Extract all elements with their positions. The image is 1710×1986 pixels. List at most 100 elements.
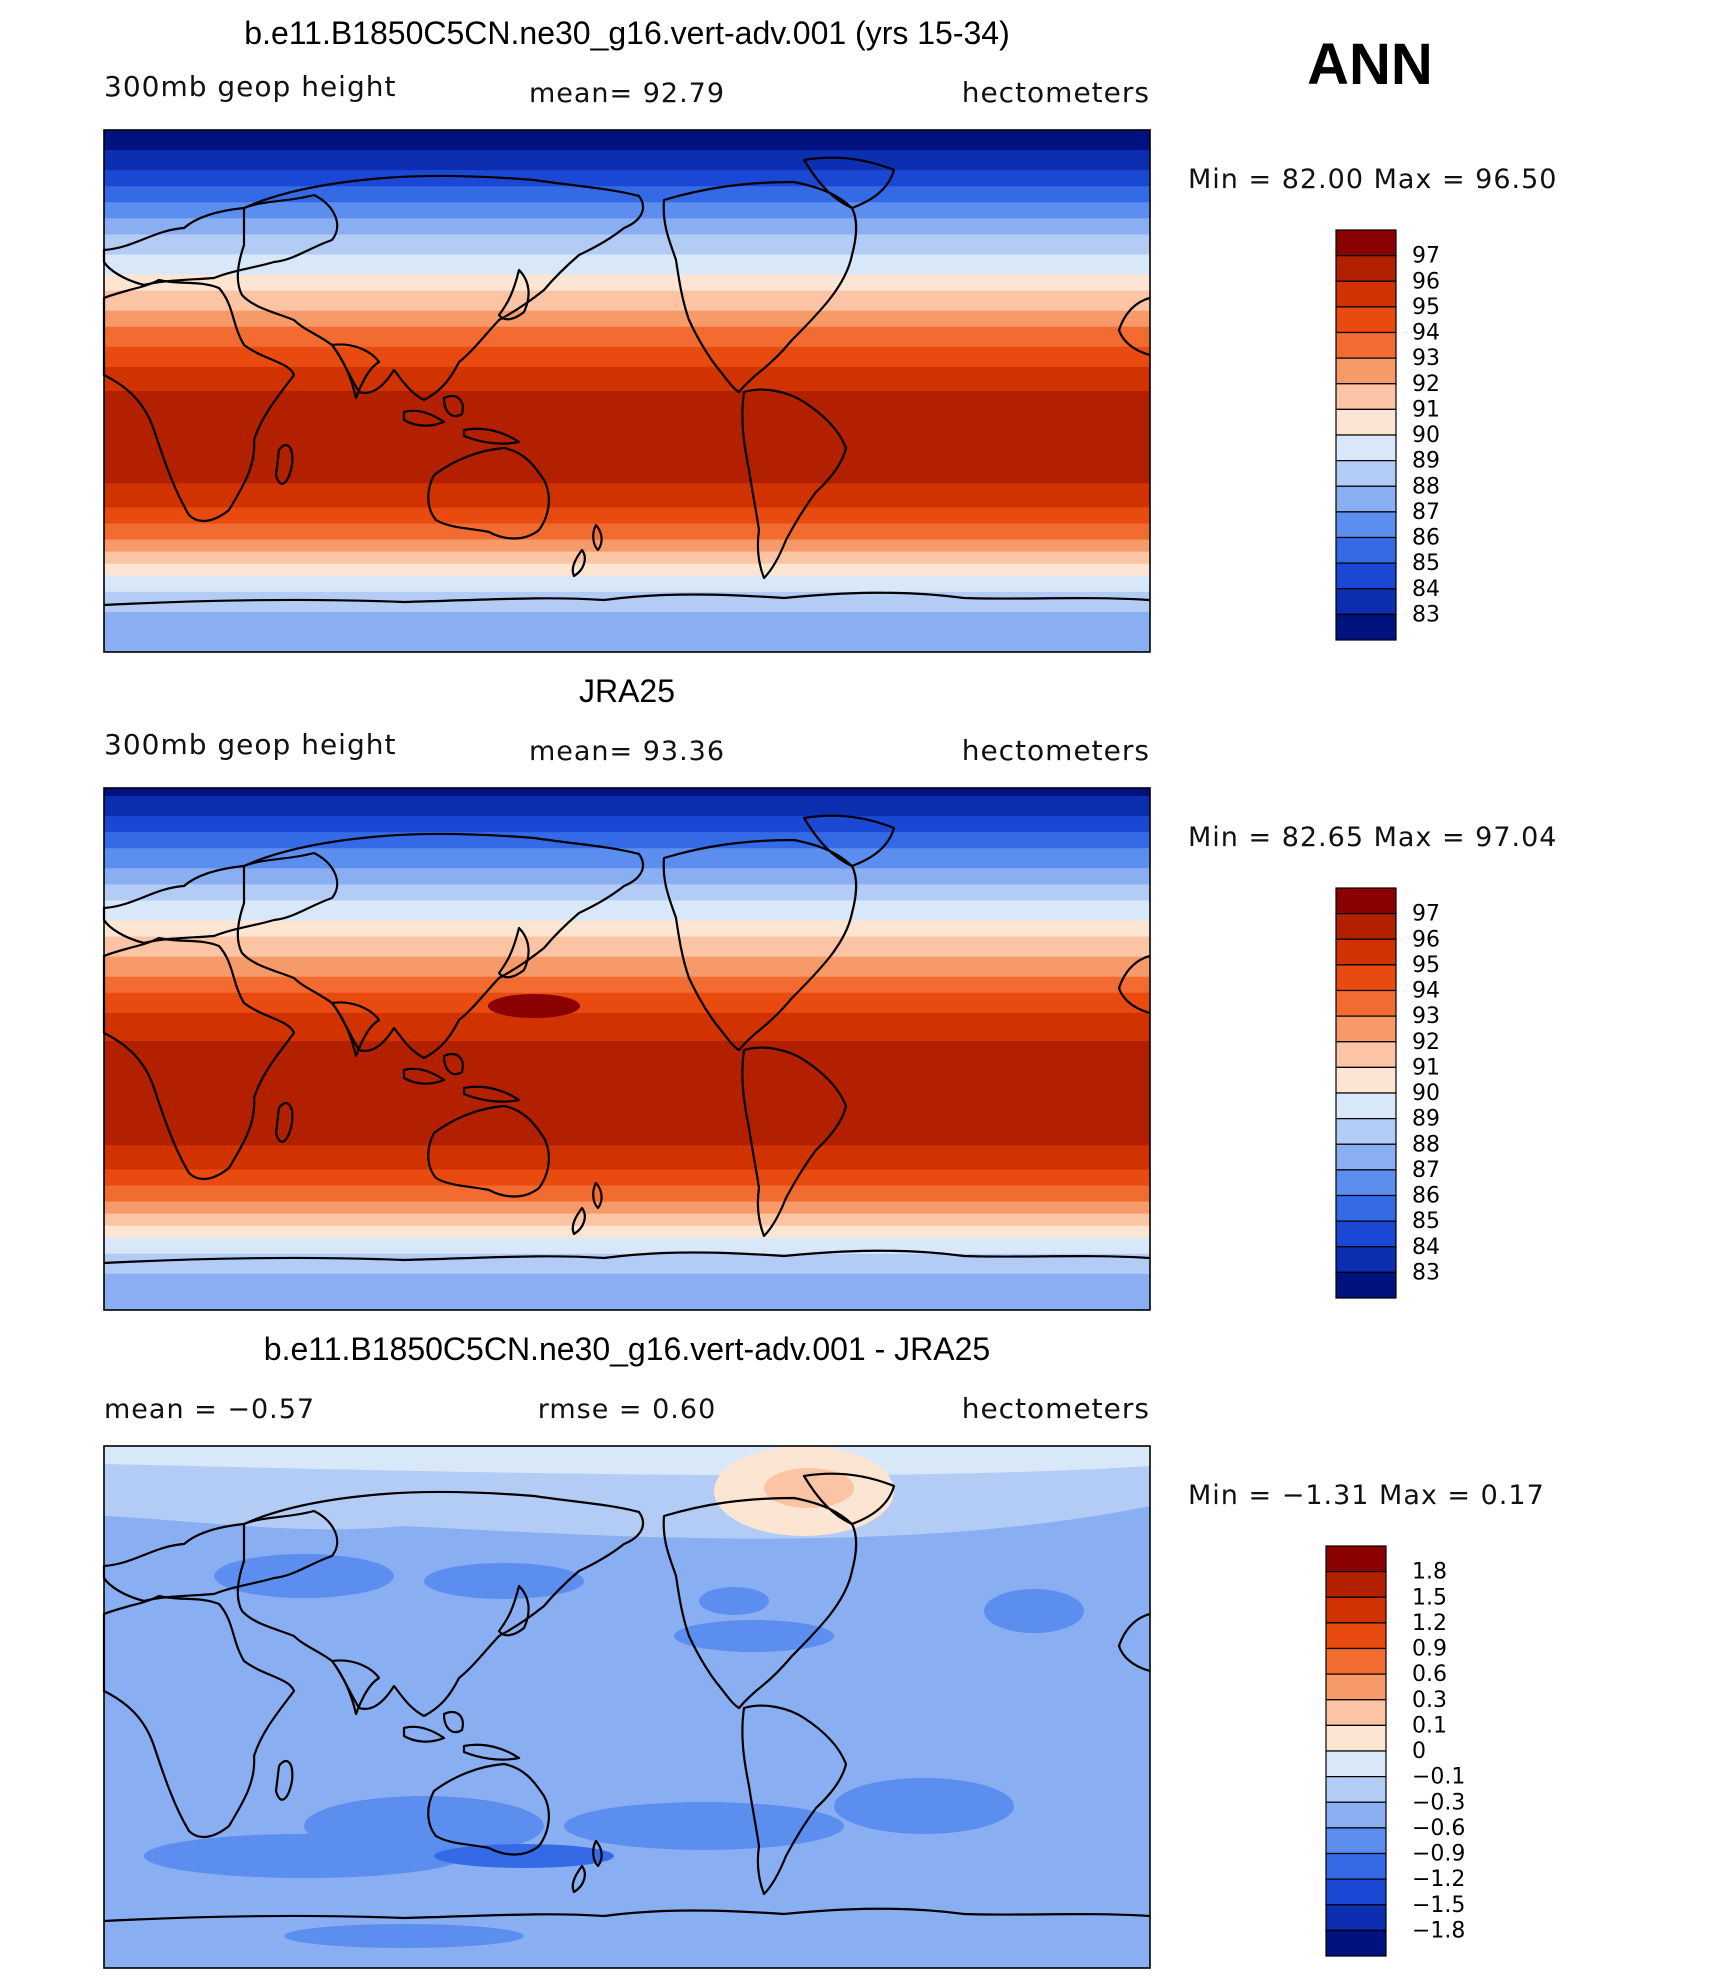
field-band bbox=[104, 627, 1150, 633]
field-band bbox=[104, 423, 1150, 428]
colorbar-tick-label: 0 bbox=[1412, 1739, 1426, 1764]
colorbar-tick-label: 95 bbox=[1412, 295, 1440, 320]
field-band bbox=[104, 1032, 1150, 1038]
colorbar-tick-label: 90 bbox=[1412, 423, 1440, 448]
field-band bbox=[104, 471, 1150, 476]
colorbar-swatch bbox=[1325, 1622, 1387, 1650]
colorbar-swatch bbox=[1335, 536, 1397, 564]
field-band bbox=[104, 455, 1150, 460]
field-band bbox=[104, 1185, 1150, 1191]
field-band bbox=[104, 1265, 1150, 1271]
field-band bbox=[104, 1145, 1150, 1150]
colorbar-swatch bbox=[1335, 938, 1397, 966]
field-band bbox=[104, 547, 1150, 553]
field-band bbox=[104, 587, 1150, 593]
colorbar-tick-label: 92 bbox=[1412, 372, 1440, 397]
field-band bbox=[104, 427, 1150, 432]
variable-label: 300mb geop height bbox=[104, 70, 396, 103]
field-band bbox=[104, 342, 1150, 348]
field-band bbox=[104, 346, 1150, 352]
field-band bbox=[104, 138, 1150, 143]
colorbar-tick-label: 94 bbox=[1412, 321, 1440, 346]
colorbar-swatch bbox=[1325, 1878, 1387, 1906]
field-band bbox=[104, 900, 1150, 906]
minmax-label: Min = 82.00 Max = 96.50 bbox=[1188, 164, 1557, 195]
field-band bbox=[104, 988, 1150, 994]
colorbar-swatch bbox=[1335, 383, 1397, 410]
field-band bbox=[104, 535, 1150, 541]
field-band bbox=[104, 1229, 1150, 1235]
field-band bbox=[104, 435, 1150, 440]
field-band bbox=[104, 1057, 1150, 1062]
colorbar-tick-label: 85 bbox=[1412, 551, 1440, 576]
colorbar-tick-label: 91 bbox=[1412, 1055, 1440, 1080]
field-band bbox=[104, 250, 1150, 256]
units-label: hectometers bbox=[962, 734, 1150, 767]
field-band bbox=[104, 1225, 1150, 1231]
field-band bbox=[104, 832, 1150, 837]
field-band bbox=[104, 583, 1150, 589]
field-band bbox=[104, 254, 1150, 260]
field-band bbox=[104, 603, 1150, 609]
field-band bbox=[104, 631, 1150, 637]
field-band bbox=[104, 567, 1150, 573]
field-band bbox=[104, 519, 1150, 525]
field-band bbox=[104, 214, 1150, 219]
field-band bbox=[104, 399, 1150, 404]
colorbar-tick-label: 86 bbox=[1412, 526, 1440, 551]
colorbar-swatch bbox=[1335, 1246, 1397, 1273]
colorbar-swatch bbox=[1335, 1194, 1397, 1222]
field-band bbox=[104, 1289, 1150, 1295]
colorbar-swatch bbox=[1325, 1827, 1387, 1855]
map-frame bbox=[103, 1445, 1151, 1969]
field-band bbox=[104, 1213, 1150, 1219]
field-band bbox=[104, 796, 1150, 801]
field-band bbox=[104, 619, 1150, 625]
field-band bbox=[104, 431, 1150, 436]
field-band bbox=[104, 1193, 1150, 1199]
colorbar-tick-label: 88 bbox=[1412, 1132, 1440, 1157]
field-band bbox=[104, 940, 1150, 946]
field-band bbox=[104, 258, 1150, 264]
field-band bbox=[104, 378, 1150, 384]
field-band bbox=[104, 563, 1150, 569]
field-band bbox=[104, 194, 1150, 199]
colorbar-swatch bbox=[1335, 1169, 1397, 1197]
field-band bbox=[104, 278, 1150, 284]
field-band bbox=[104, 274, 1150, 280]
colorbar-tick-label: 91 bbox=[1412, 397, 1440, 422]
field-band bbox=[104, 571, 1150, 577]
mean-label: mean= 93.36 bbox=[529, 736, 725, 767]
field-band bbox=[104, 996, 1150, 1002]
colorbar-tick-label: 1.5 bbox=[1412, 1585, 1447, 1610]
field-band bbox=[104, 1217, 1150, 1223]
field-band bbox=[104, 366, 1150, 372]
colorbar-swatch bbox=[1335, 280, 1397, 308]
colorbar-swatch bbox=[1325, 1776, 1387, 1803]
field-band bbox=[104, 262, 1150, 268]
colorbar-swatch bbox=[1335, 1118, 1397, 1145]
units-label: hectometers bbox=[962, 1392, 1150, 1425]
colorbar-tick-label: −0.6 bbox=[1412, 1816, 1465, 1841]
colorbar-swatch bbox=[1335, 331, 1397, 359]
field-band bbox=[104, 892, 1150, 898]
field-band bbox=[104, 1113, 1150, 1118]
colorbar-swatch bbox=[1325, 1801, 1387, 1829]
field-band bbox=[104, 1269, 1150, 1275]
field-band bbox=[104, 800, 1150, 805]
field-band bbox=[104, 788, 1150, 793]
field-band bbox=[104, 643, 1150, 649]
field-band bbox=[104, 186, 1150, 191]
field-band bbox=[104, 1297, 1150, 1303]
field-band bbox=[104, 972, 1150, 978]
field-band bbox=[104, 1169, 1150, 1175]
colorbar-swatch bbox=[1325, 1545, 1387, 1573]
field-band bbox=[104, 202, 1150, 207]
colorbar-swatch bbox=[1335, 562, 1397, 590]
field-band bbox=[104, 876, 1150, 881]
field-band bbox=[104, 1209, 1150, 1215]
colorbar-swatch bbox=[1335, 1041, 1397, 1068]
field-band bbox=[104, 479, 1150, 484]
variable-label: 300mb geop height bbox=[104, 728, 396, 761]
